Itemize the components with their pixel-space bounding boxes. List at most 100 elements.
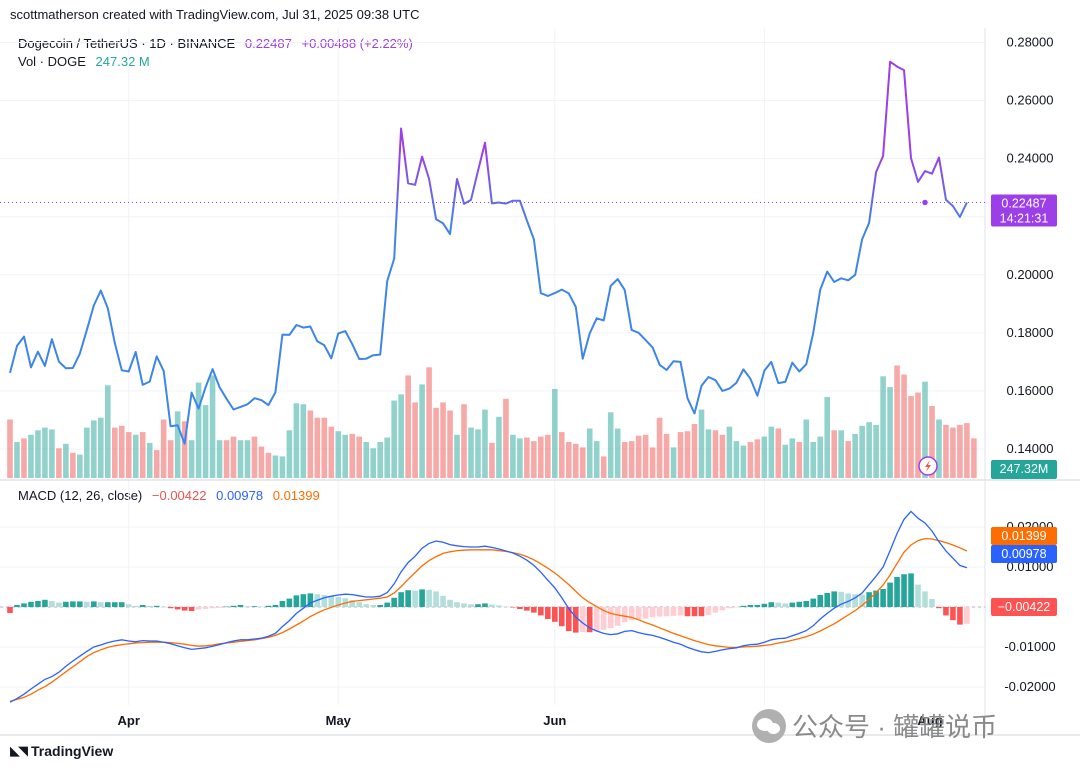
macd-hist-bar bbox=[202, 607, 209, 609]
macd-hist-bar bbox=[908, 573, 914, 607]
macd-hist-bar bbox=[328, 595, 335, 607]
volume-bar bbox=[63, 443, 69, 478]
macd-hist-bar bbox=[621, 607, 628, 623]
volume-bar bbox=[77, 454, 83, 478]
tradingview-mark-icon: ◣◥ bbox=[10, 743, 28, 758]
volume-bar bbox=[929, 406, 935, 478]
macd-hist-bar bbox=[726, 607, 733, 609]
volume-title[interactable]: Vol · DOGE bbox=[18, 54, 86, 69]
volume-bar bbox=[153, 450, 160, 478]
alert-circle-icon bbox=[918, 456, 938, 476]
macd-hist-bar bbox=[503, 606, 509, 608]
volume-bar bbox=[831, 430, 837, 478]
volume-bar bbox=[621, 442, 628, 478]
macd-hist-bar bbox=[461, 603, 467, 607]
volume-bar bbox=[300, 404, 307, 478]
macd-hist-bar bbox=[677, 607, 684, 616]
volume-bar bbox=[70, 452, 76, 478]
volume-bar bbox=[188, 440, 195, 478]
volume-bar bbox=[28, 434, 34, 478]
last-price-tag-text: 14:21:31 bbox=[1000, 211, 1049, 225]
macd-hist-bar bbox=[286, 598, 293, 607]
macd-hist-bar bbox=[635, 607, 642, 620]
macd-hist-bar bbox=[391, 597, 397, 607]
macd-hist-bar bbox=[796, 601, 803, 607]
macd-hist-bar bbox=[901, 574, 907, 607]
volume-bar bbox=[817, 436, 824, 478]
macd-hist-bar bbox=[593, 607, 600, 632]
volume-bar bbox=[810, 442, 817, 478]
volume-bar bbox=[873, 424, 879, 478]
macd-hist-bar bbox=[279, 601, 286, 607]
wechat-watermark: 公众号 · 罐罐说币 bbox=[752, 707, 997, 744]
macd-hist-bar bbox=[510, 607, 516, 608]
macd-hist-bar bbox=[118, 602, 125, 607]
macd-hist-bar bbox=[852, 594, 858, 607]
macd-hist-bar bbox=[559, 607, 565, 627]
volume-bar bbox=[663, 433, 670, 478]
last-price-tag-text: 0.22487 bbox=[1001, 196, 1046, 210]
macd-hist-bar bbox=[63, 601, 69, 607]
macd-hist-bar bbox=[698, 607, 705, 617]
volume-bar bbox=[572, 443, 579, 478]
last-price-dot bbox=[920, 198, 930, 207]
macd-signal-value: 0.01399 bbox=[272, 488, 320, 503]
volume-tag bbox=[991, 460, 1057, 479]
volume-bar bbox=[559, 432, 565, 478]
volume-bar bbox=[56, 448, 62, 478]
macd-hist-bar bbox=[188, 607, 195, 611]
volume-bar bbox=[230, 436, 237, 478]
volume-bar bbox=[363, 442, 370, 478]
volume-bar bbox=[42, 427, 48, 478]
volume-bar bbox=[740, 445, 747, 478]
macd-hist-bar bbox=[21, 603, 27, 607]
macd-hist-bar bbox=[733, 607, 740, 608]
macd-hist-bar bbox=[440, 595, 446, 607]
tradingview-brand: TradingView bbox=[31, 743, 114, 759]
macd-hist-bar bbox=[768, 602, 775, 607]
volume-bar bbox=[21, 438, 27, 478]
volume-bar bbox=[852, 433, 858, 478]
macd-hist-bar bbox=[216, 607, 223, 608]
macd-title[interactable]: MACD (12, 26, close) bbox=[18, 488, 143, 503]
volume-bar bbox=[482, 409, 488, 478]
volume-bar bbox=[321, 417, 328, 478]
macd-hist-bar bbox=[656, 607, 663, 617]
price-change: +0.00488 (+2.22%) bbox=[301, 36, 413, 51]
macd-hist-bar bbox=[405, 590, 411, 607]
macd-hist-bar bbox=[426, 589, 432, 607]
volume-bar bbox=[132, 434, 139, 478]
volume-bar bbox=[691, 424, 698, 478]
macd-hist-bar bbox=[873, 590, 879, 607]
price-tick-label: 0.24000 bbox=[1007, 151, 1054, 166]
macd-hist-bar bbox=[342, 598, 349, 607]
macd-hist-bar bbox=[91, 601, 97, 607]
volume-bar bbox=[915, 392, 921, 478]
volume-bar bbox=[167, 440, 174, 478]
volume-bar bbox=[118, 425, 125, 478]
macd-hist-bar bbox=[740, 605, 747, 607]
x-tick-label: Jun bbox=[543, 713, 566, 728]
volume-bar bbox=[391, 400, 397, 478]
macd-hist-bar bbox=[349, 600, 356, 607]
macd-hist-bar bbox=[447, 599, 453, 607]
wechat-icon bbox=[752, 708, 786, 743]
symbol-title[interactable]: Dogecoin / TetherUS · 1D · BINANCE bbox=[18, 36, 236, 51]
macd-hist-bar bbox=[649, 607, 656, 618]
volume-bar bbox=[419, 384, 425, 478]
volume-bar bbox=[754, 439, 761, 478]
volume-bar bbox=[104, 385, 111, 478]
price-tick-label: 0.14000 bbox=[1007, 441, 1054, 456]
volume-bar bbox=[845, 441, 851, 478]
volume-bar bbox=[579, 447, 586, 478]
volume-bar bbox=[209, 375, 216, 478]
macd-hist-bar bbox=[817, 595, 824, 607]
volume-bar bbox=[803, 419, 810, 478]
volume-bar bbox=[824, 397, 831, 478]
macd-line bbox=[9, 510, 968, 703]
macd-hist-bar bbox=[468, 604, 474, 607]
volume-bar bbox=[454, 434, 460, 478]
tradingview-logo[interactable]: ◣◥ TradingView bbox=[10, 743, 113, 759]
macd-hist-bar bbox=[894, 577, 900, 607]
